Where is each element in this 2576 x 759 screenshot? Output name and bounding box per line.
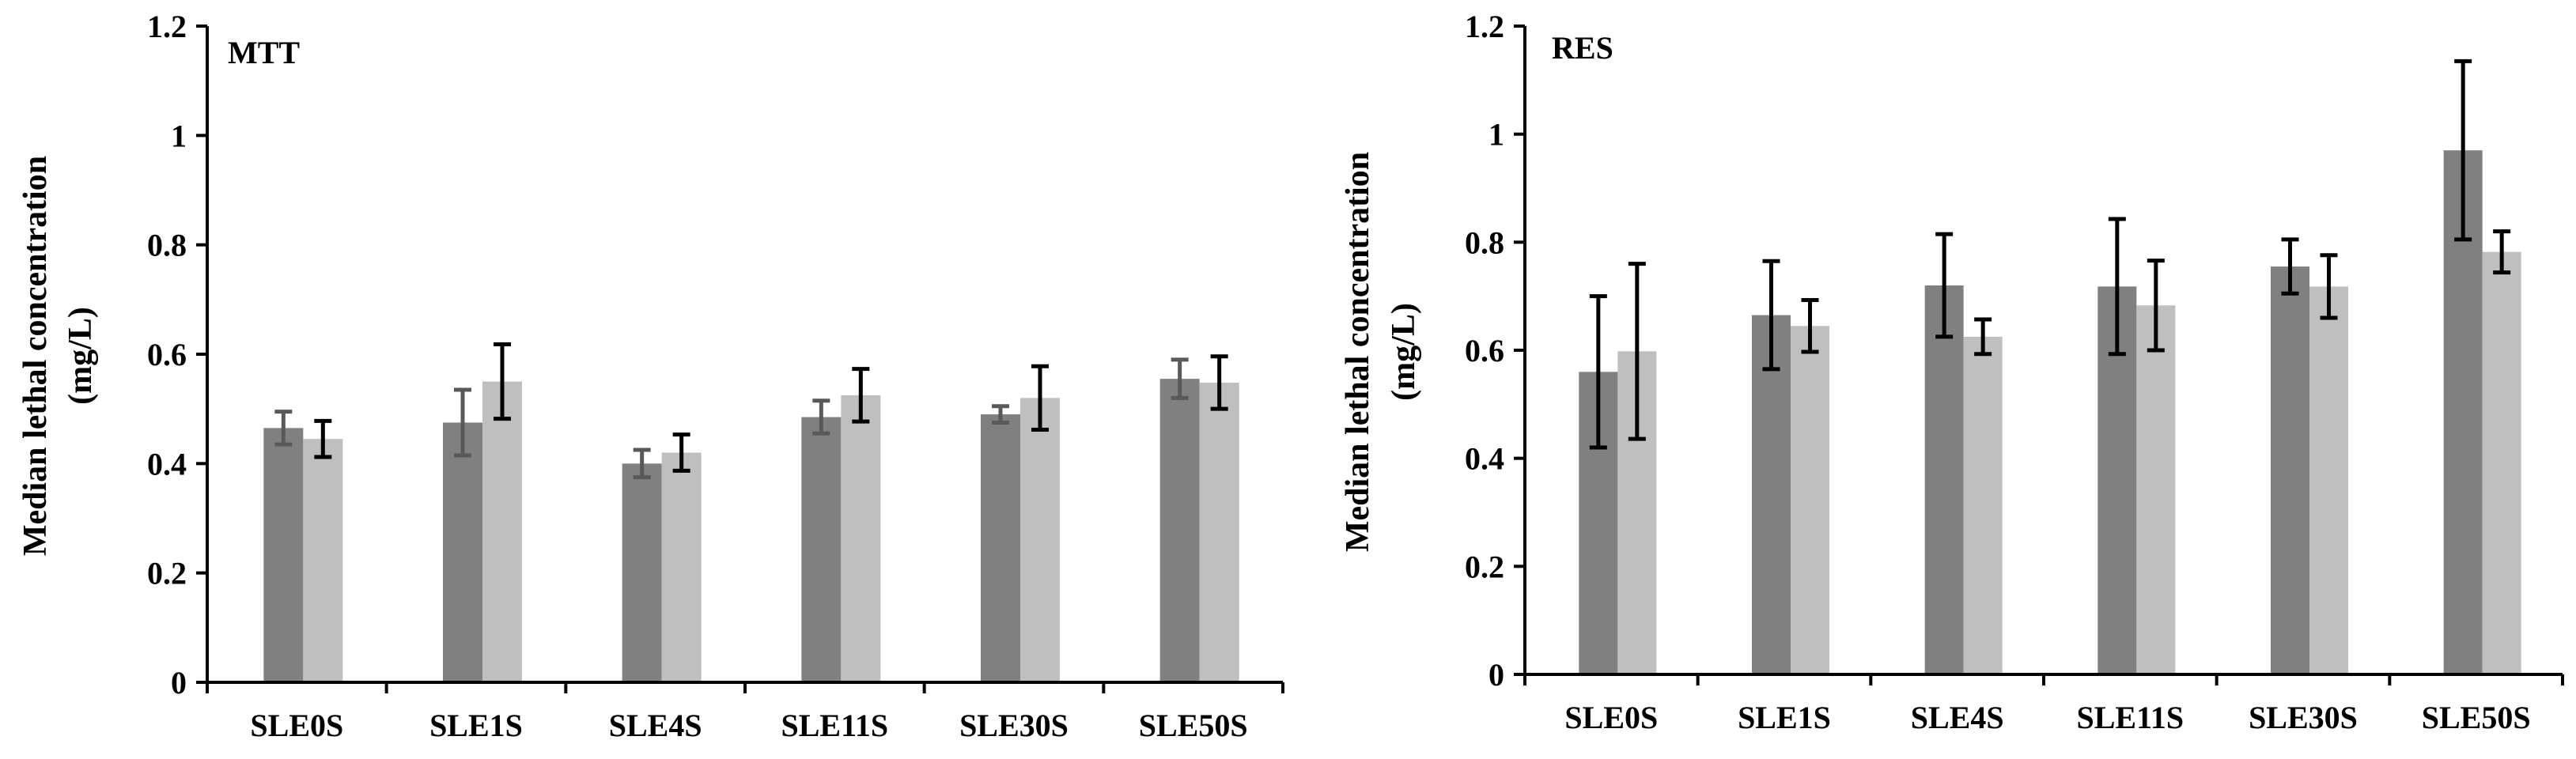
bar <box>841 395 881 682</box>
error-bar <box>852 367 870 424</box>
y-axis-label: Median lethal concentration <box>17 156 54 556</box>
y-tick-label: 0.8 <box>147 228 187 263</box>
y-tick-label: 1 <box>1488 117 1504 153</box>
bar <box>2482 251 2521 675</box>
error-bar <box>2320 253 2338 320</box>
error-bar <box>1762 259 1780 372</box>
y-tick-label: 0.2 <box>1465 549 1504 584</box>
error-bar <box>1210 354 1228 411</box>
error-bar <box>1801 297 1819 354</box>
error-bars <box>1589 59 2511 450</box>
x-tick-label: SLE11S <box>2077 700 2184 735</box>
error-bar <box>1628 262 1646 441</box>
error-bar <box>672 432 690 473</box>
error-bar <box>2493 229 2511 275</box>
x-tick-labels: SLE0S SLE1S SLE4S SLE11S SLE30S SLE50S <box>1564 700 2530 735</box>
error-bar <box>2281 237 2299 296</box>
error-bar <box>1935 232 1954 339</box>
error-bar <box>274 410 293 447</box>
bar <box>2309 286 2348 674</box>
bar <box>1199 382 1239 682</box>
y-tick-label: 0.6 <box>147 337 187 372</box>
error-bar <box>2108 217 2126 357</box>
error-bar <box>1589 294 1607 450</box>
y-tick-label: 1.2 <box>1465 9 1504 44</box>
error-bar <box>812 398 830 436</box>
error-bar <box>2147 259 2165 353</box>
bars <box>263 379 1239 682</box>
y-ticks: 0 0.2 0.4 0.6 0.8 1 1.2 <box>147 9 207 700</box>
error-bar <box>454 387 471 458</box>
y-tick-label: 0.6 <box>1465 333 1504 368</box>
bar <box>482 381 522 682</box>
error-bar <box>633 447 651 480</box>
error-bars <box>274 342 1228 480</box>
error-bar <box>992 404 1009 425</box>
x-tick-label: SLE0S <box>1564 700 1658 735</box>
bar <box>981 414 1020 682</box>
x-tick-label: SLE50S <box>2422 700 2531 735</box>
y-tick-label: 1.2 <box>147 9 187 44</box>
bar <box>2271 266 2309 674</box>
error-bar <box>314 418 332 459</box>
x-tick-label: SLE4S <box>609 708 702 743</box>
bar <box>801 417 842 682</box>
y-tick-label: 0 <box>1488 657 1504 693</box>
bar <box>1963 336 2003 674</box>
error-bar <box>1171 357 1189 400</box>
x-tick-label: SLE50S <box>1139 708 1248 743</box>
error-bar <box>494 342 511 421</box>
bar <box>443 422 482 682</box>
y-axis-label: Median lethal concentration <box>1340 152 1376 552</box>
axes <box>1523 26 2564 685</box>
bar <box>303 439 343 682</box>
bar <box>622 463 662 682</box>
x-tick-label: SLE4S <box>1911 700 2004 735</box>
bar <box>1791 326 1829 674</box>
x-tick-label: SLE1S <box>1738 700 1831 735</box>
panel-title: RES <box>1552 30 1613 66</box>
chart-mtt: Median lethal concentration (mg/L) MTT 0… <box>17 9 1284 743</box>
axes <box>206 26 1284 693</box>
error-bar <box>1974 317 1992 357</box>
x-tick-label: SLE0S <box>250 708 343 743</box>
chart-res: Median lethal concentration (mg/L) RES 0… <box>1340 9 2564 735</box>
bars <box>1579 150 2521 675</box>
x-tick-label: SLE30S <box>959 708 1069 743</box>
y-axis-unit-label: (mg/L) <box>1386 303 1422 401</box>
bar <box>263 428 304 682</box>
y-axis-unit-label: (mg/L) <box>62 307 99 405</box>
y-tick-label: 1 <box>171 118 187 153</box>
x-tick-label: SLE30S <box>2249 700 2358 735</box>
y-tick-label: 0.4 <box>1465 441 1504 477</box>
bar <box>1924 285 1964 674</box>
y-ticks: 0 0.2 0.4 0.6 0.8 1 1.2 <box>1465 9 1525 693</box>
y-tick-label: 0 <box>171 665 187 700</box>
error-bar <box>1031 364 1049 432</box>
bar <box>661 452 702 682</box>
bar <box>1752 315 1791 674</box>
bar <box>1159 379 1200 682</box>
y-tick-label: 0.2 <box>147 556 187 591</box>
error-bar <box>2454 59 2472 242</box>
x-tick-label: SLE1S <box>429 708 523 743</box>
bar <box>1020 398 1060 682</box>
x-tick-labels: SLE0S SLE1S SLE4S SLE11S SLE30S SLE50S <box>250 708 1247 743</box>
panel-title: MTT <box>228 35 300 70</box>
x-tick-label: SLE11S <box>781 708 889 743</box>
bar <box>2136 305 2176 674</box>
y-tick-label: 0.8 <box>1465 225 1504 260</box>
y-tick-label: 0.4 <box>147 446 187 481</box>
